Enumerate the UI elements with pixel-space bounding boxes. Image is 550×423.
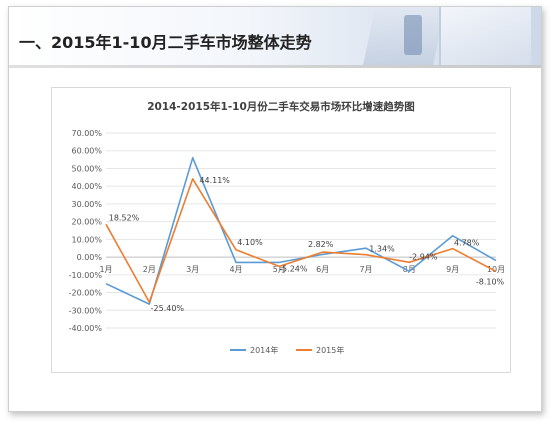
x-tick-label: 7月 <box>359 265 372 274</box>
x-tick-label: 2月 <box>143 265 156 274</box>
x-axis: 1月 2月 3月 4月 5月 6月 7月 8月 9月 10月 <box>99 265 505 274</box>
data-label: 2.82% <box>308 240 334 249</box>
y-tick-label: 10.00% <box>71 235 102 244</box>
page-title: 一、2015年1-10月二手车市场整体走势 <box>19 33 312 52</box>
line-chart: 2014-2015年1-10月份二手车交易市场环比增速趋势图 -40.00% -3… <box>69 100 505 355</box>
y-tick-label: 50.00% <box>71 164 102 173</box>
y-tick-label: 20.00% <box>71 218 102 227</box>
series-line <box>105 157 497 305</box>
data-label: -2.94% <box>409 252 438 261</box>
y-tick-label: 30.00% <box>71 200 102 209</box>
x-tick-label: 6月 <box>316 265 329 274</box>
data-label: 1.34% <box>369 245 395 254</box>
chart-frame: 2014-2015年1-10月份二手车交易市场环比增速趋势图 -40.00% -3… <box>51 87 511 373</box>
grid <box>106 132 496 329</box>
x-tick-label: 9月 <box>446 265 459 274</box>
chart-title: 2014-2015年1-10月份二手车交易市场环比增速趋势图 <box>147 100 415 113</box>
x-tick-label: 10月 <box>487 265 505 274</box>
y-tick-label: -10.00% <box>69 271 103 280</box>
y-tick-label: 0.00% <box>77 253 103 262</box>
data-label: -8.10% <box>476 277 505 286</box>
x-tick-label: 8月 <box>403 265 416 274</box>
data-label: 4.10% <box>237 238 263 247</box>
y-tick-label: 40.00% <box>71 182 102 191</box>
data-label: 44.11% <box>199 176 230 185</box>
y-tick-label: -40.00% <box>69 324 103 333</box>
data-label: 18.52% <box>109 213 140 222</box>
banner-decoration <box>439 7 531 65</box>
banner-decoration <box>404 15 422 55</box>
title-divider <box>9 65 541 68</box>
x-tick-label: 1月 <box>99 265 112 274</box>
legend: 2014年 2015年 <box>230 345 344 355</box>
series-line <box>105 178 497 303</box>
slide: 一、2015年1-10月二手车市场整体走势 2014-2015年1-10月份二手… <box>8 6 542 412</box>
y-axis: -40.00% -30.00% -20.00% -10.00% 0.00% 10.00% 2… <box>69 129 103 333</box>
x-tick-label: 5月 <box>273 265 286 274</box>
data-label: -25.40% <box>151 304 185 313</box>
data-label: 4.78% <box>454 239 480 248</box>
data-labels: 18.52% -25.40% 44.11% 4.10% -5.24% 2.82% 1.34%… <box>109 176 505 313</box>
series-group <box>105 157 497 305</box>
legend-entry: 2015年 <box>316 345 344 355</box>
legend-entry: 2014年 <box>250 345 278 355</box>
y-tick-label: -30.00% <box>69 306 103 315</box>
data-label: -5.24% <box>279 264 308 273</box>
x-tick-label: 3月 <box>186 265 199 274</box>
y-tick-label: 60.00% <box>71 147 102 156</box>
x-tick-label: 4月 <box>229 265 242 274</box>
y-tick-label: -20.00% <box>69 289 103 298</box>
y-tick-label: 70.00% <box>71 129 102 138</box>
title-banner <box>9 7 541 65</box>
